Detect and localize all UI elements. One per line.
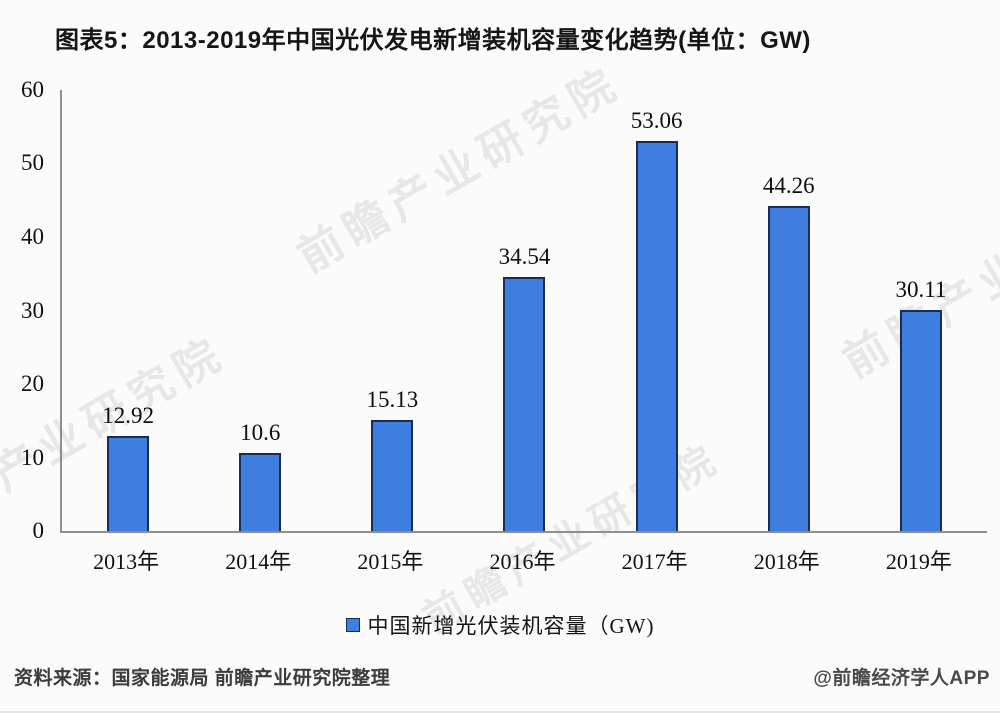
bar-column: 12.92 xyxy=(62,90,194,531)
bar-value-label: 30.11 xyxy=(895,276,947,302)
x-axis-labels: 2013年 2014年 2015年 2016年 2017年 2018年 2019年 xyxy=(60,544,985,576)
x-tick-label: 2017年 xyxy=(621,549,688,574)
y-tick-label: 0 xyxy=(32,518,45,543)
x-tick-label: 2016年 xyxy=(489,549,556,574)
bar-value-label: 44.26 xyxy=(762,172,815,198)
bar-value-label: 10.6 xyxy=(240,420,281,446)
y-tick-label: 30 xyxy=(21,297,44,323)
plot-area: 12.92 10.6 15.13 34.54 53.06 44.26 30.11 xyxy=(60,90,987,533)
bar xyxy=(635,141,678,531)
bar-value-label: 15.13 xyxy=(366,386,419,412)
x-tick-label: 2015年 xyxy=(357,549,424,574)
bar xyxy=(767,205,810,531)
y-tick-label: 10 xyxy=(21,444,44,470)
footer-source: 资料来源：国家能源局 前瞻产业研究院整理 xyxy=(14,668,391,689)
x-tick-label: 2014年 xyxy=(225,549,292,574)
bar-value-label: 53.06 xyxy=(630,108,683,134)
y-tick-label: 40 xyxy=(21,223,44,249)
y-tick-label: 20 xyxy=(21,370,44,396)
legend-label: 中国新增光伏装机容量（GW) xyxy=(367,614,655,638)
bar xyxy=(503,277,546,531)
bar xyxy=(371,419,414,531)
x-tick-label: 2018年 xyxy=(753,549,820,574)
bar xyxy=(899,309,942,531)
chart-title: 图表5：2013-2019年中国光伏发电新增装机容量变化趋势(单位：GW) xyxy=(55,27,811,54)
y-axis-labels: 60 50 40 30 20 10 0 xyxy=(0,77,50,543)
footer-credit: @前瞻经济学人APP xyxy=(813,668,990,689)
bar xyxy=(107,436,150,531)
bar-column: 10.6 xyxy=(194,90,326,531)
bar-column: 34.54 xyxy=(458,90,590,531)
y-tick-label: 50 xyxy=(21,150,44,176)
bar-column: 53.06 xyxy=(591,90,723,531)
y-tick-label: 60 xyxy=(21,77,44,102)
bar-column: 15.13 xyxy=(326,90,458,531)
bar-value-label: 34.54 xyxy=(498,244,551,270)
x-tick-label: 2019年 xyxy=(885,549,952,574)
x-tick-label: 2013年 xyxy=(93,549,160,574)
bar xyxy=(239,453,282,531)
bar-value-label: 12.92 xyxy=(102,403,154,429)
legend: 中国新增光伏装机容量（GW) xyxy=(0,610,1000,640)
legend-swatch-icon xyxy=(345,618,360,632)
bar-column: 30.11 xyxy=(855,90,987,531)
bar-column: 44.26 xyxy=(723,90,855,531)
